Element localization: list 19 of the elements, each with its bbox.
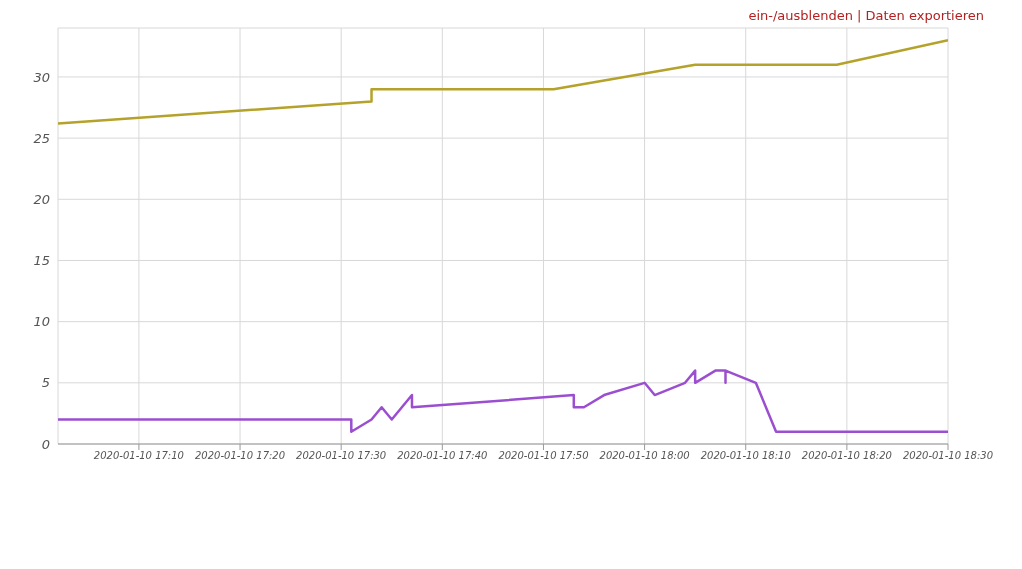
y-tick-label: 10 (33, 314, 50, 330)
y-tick-label: 5 (41, 375, 50, 391)
y-tick-label: 15 (33, 253, 50, 269)
x-tick-label: 2020-01-10 17:50 (498, 450, 589, 462)
x-tick-label: 2020-01-10 18:10 (700, 450, 791, 462)
x-tick-label: 2020-01-10 17:40 (397, 450, 488, 462)
y-tick-label: 20 (33, 191, 50, 207)
x-tick-label: 2020-01-10 18:30 (902, 450, 994, 462)
x-tick-label: 2020-01-10 17:10 (93, 450, 184, 462)
y-tick-label: 0 (41, 436, 50, 452)
x-tick-label: 2020-01-10 17:20 (194, 450, 286, 462)
line-series (58, 38, 948, 125)
line-series (58, 369, 948, 434)
y-tick-label: 30 (33, 69, 50, 85)
x-tick-label: 2020-01-10 18:00 (599, 450, 690, 462)
text: ein-/ausblenden | Daten exportieren (748, 8, 984, 23)
x-tick-label: 2020-01-10 17:30 (296, 450, 387, 462)
x-tick-label: 2020-01-10 18:20 (801, 450, 892, 462)
y-tick-label: 25 (33, 130, 50, 146)
